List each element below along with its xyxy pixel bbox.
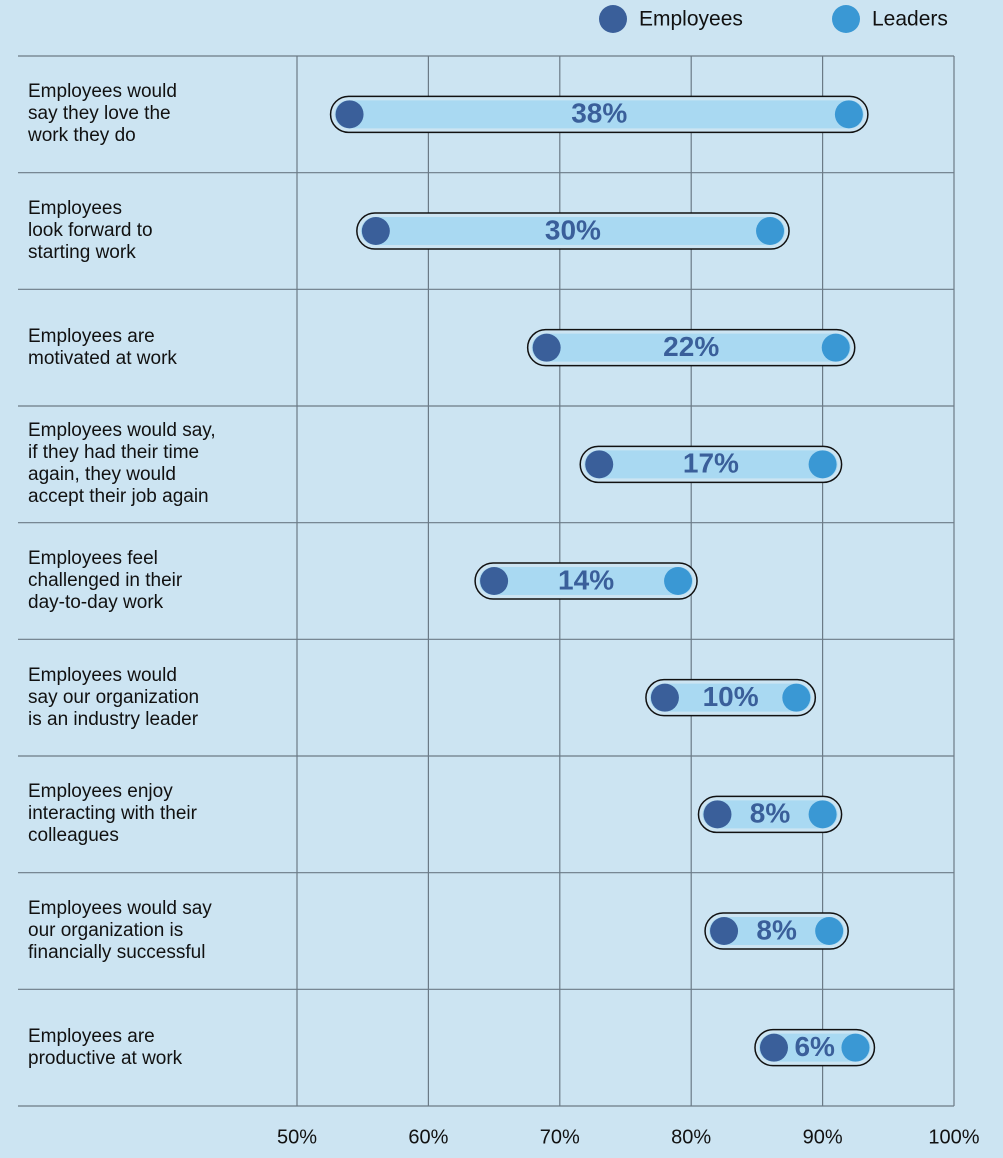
category-label: Employees are productive at work — [28, 1025, 183, 1069]
leaders-dot — [756, 217, 785, 245]
x-tick-label: 50% — [277, 1126, 317, 1148]
employees-dot — [710, 917, 739, 945]
leaders-dot — [808, 450, 837, 479]
employees-dot — [703, 800, 732, 829]
gap-label: 8% — [756, 914, 797, 945]
range-bar — [702, 800, 838, 829]
range-bar — [649, 683, 812, 712]
range-bar — [360, 217, 786, 245]
category-label: Employees look forward to starting work — [28, 198, 153, 263]
category-label: Employees would say they love the work t… — [28, 81, 177, 147]
category-label: Employees would say our organization is … — [28, 664, 200, 730]
gap-label: 14% — [558, 564, 614, 595]
x-tick-label: 100% — [928, 1126, 979, 1148]
gap-label: 6% — [794, 1031, 835, 1062]
employees-dot — [480, 567, 509, 595]
leaders-dot — [664, 567, 693, 595]
gap-label: 10% — [703, 681, 759, 712]
employees-dot — [759, 1033, 788, 1062]
employees-dot — [650, 683, 679, 712]
legend-marker — [599, 5, 627, 33]
legend-label: Leaders — [872, 8, 948, 31]
legend-marker — [832, 5, 860, 33]
gap-label: 30% — [545, 214, 601, 245]
range-bar — [531, 333, 851, 362]
x-tick-label: 60% — [408, 1126, 448, 1148]
range-bar — [758, 1033, 871, 1062]
employees-dot — [585, 450, 614, 479]
gap-label: 17% — [683, 448, 739, 479]
leaders-dot — [821, 333, 850, 362]
range-bar — [709, 917, 845, 945]
category-label: Employees enjoy interacting with their c… — [28, 781, 197, 847]
leaders-dot — [815, 917, 844, 945]
range-bar — [479, 567, 694, 595]
gap-label: 8% — [750, 798, 791, 829]
leaders-dot — [808, 800, 837, 829]
employees-dot — [335, 100, 364, 129]
category-label: Employees would say, if they had their t… — [28, 420, 216, 508]
category-label: Employees are motivated at work — [28, 325, 177, 369]
category-label: Employees feel challenged in their day-t… — [28, 548, 183, 613]
range-bar — [334, 100, 864, 129]
x-tick-label: 80% — [671, 1126, 711, 1148]
employees-dot — [532, 333, 561, 362]
x-tick-label: 70% — [540, 1126, 580, 1148]
gap-label: 22% — [663, 331, 719, 362]
range-bar — [584, 450, 838, 479]
x-tick-label: 90% — [803, 1126, 843, 1148]
gap-label: 38% — [571, 98, 627, 129]
leaders-dot — [841, 1033, 870, 1062]
legend-label: Employees — [639, 8, 743, 31]
employees-dot — [361, 217, 390, 245]
leaders-dot — [834, 100, 863, 129]
category-label: Employees would say our organization is … — [28, 898, 212, 963]
leaders-dot — [782, 683, 811, 712]
